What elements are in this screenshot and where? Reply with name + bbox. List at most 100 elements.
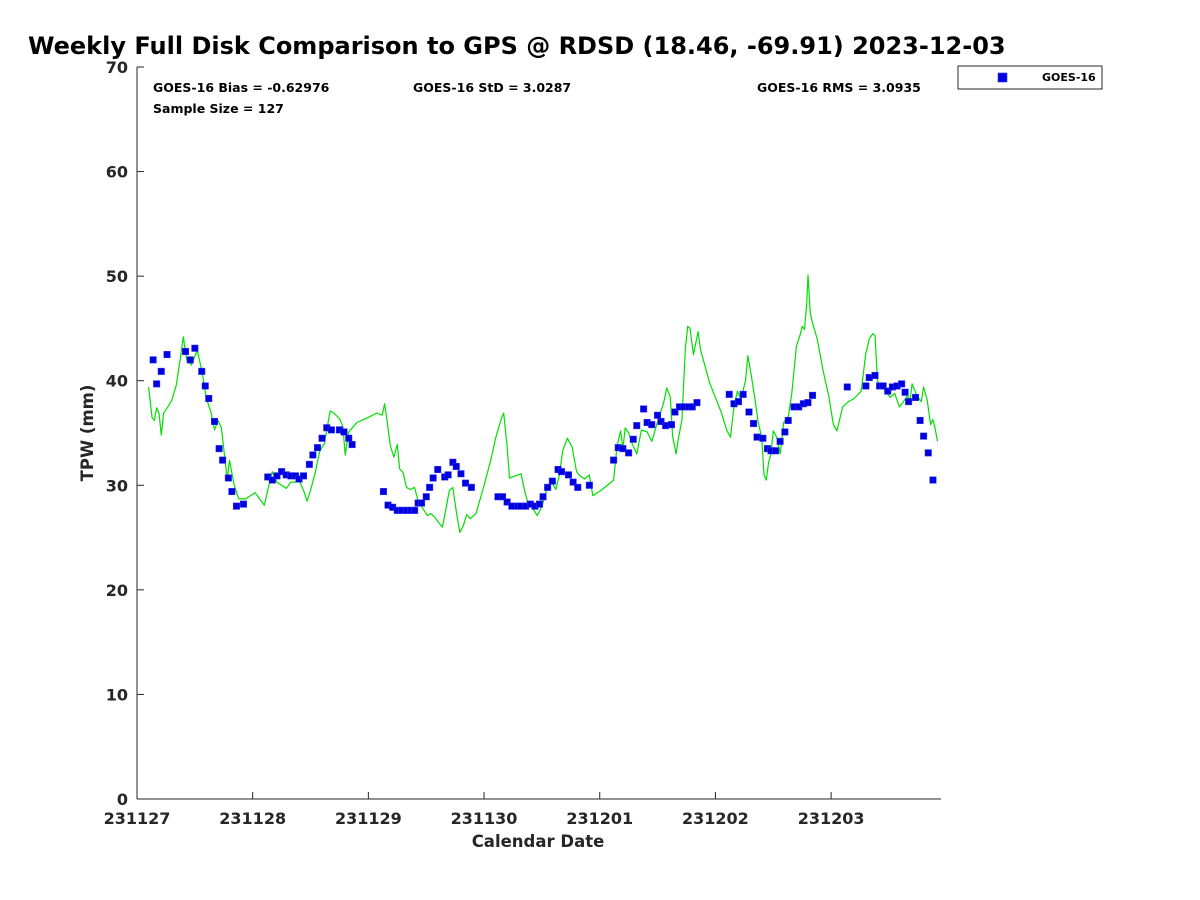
sample-size-stat: Sample Size = 127 [153, 101, 284, 116]
x-tick-label: 231128 [219, 809, 286, 828]
goes16-point [268, 476, 276, 484]
goes16-point [924, 449, 932, 457]
goes16-point [232, 502, 240, 510]
goes16-point [429, 474, 437, 482]
goes16-point [809, 391, 817, 399]
y-tick-label: 50 [106, 267, 128, 286]
goes16-point [182, 347, 190, 355]
goes16-point [149, 356, 157, 364]
y-tick-label: 40 [106, 372, 128, 391]
goes16-point [569, 478, 577, 486]
goes16-point [379, 488, 387, 496]
goes16-point [191, 344, 199, 352]
legend-label-goes16: GOES-16 [1042, 71, 1096, 84]
goes16-point [228, 488, 236, 496]
goes16-point [198, 367, 206, 375]
goes16-point [318, 434, 326, 442]
goes16-point [585, 481, 593, 489]
goes16-point [619, 445, 627, 453]
goes16-point [426, 483, 434, 491]
goes16-point [739, 390, 747, 398]
rms-stat: GOES-16 RMS = 3.0935 [757, 80, 921, 95]
goes16-point [693, 399, 701, 407]
goes16-point [784, 416, 792, 424]
goes16-point [215, 445, 223, 453]
goes16-point [444, 471, 452, 479]
goes16-point [539, 493, 547, 501]
goes16-point [434, 466, 442, 474]
goes16-point [610, 456, 618, 464]
goes16-point [912, 393, 920, 401]
goes16-point [205, 394, 213, 402]
x-tick-label: 231203 [798, 809, 865, 828]
goes16-point [348, 441, 356, 449]
goes16-point [776, 437, 784, 445]
goes16-point [688, 403, 696, 411]
goes16-point [629, 435, 637, 443]
goes16-point [654, 411, 662, 419]
legend-marker-goes16 [997, 72, 1008, 83]
goes16-point [418, 499, 426, 507]
goes16-point [843, 383, 851, 391]
gps-line-layer [148, 274, 939, 533]
goes16-point [662, 422, 670, 430]
goes16-point [725, 390, 733, 398]
goes16-point [548, 477, 556, 485]
y-tick-label: 20 [106, 581, 128, 600]
goes16-point [558, 468, 566, 476]
y-tick-label: 70 [106, 58, 128, 77]
goes16-point [273, 472, 281, 480]
goes16-point [648, 421, 656, 429]
goes16-point [625, 449, 633, 457]
goes16-point [300, 472, 308, 480]
x-tick-label: 231201 [566, 809, 633, 828]
goes-points-layer [149, 344, 937, 514]
goes16-point [759, 434, 767, 442]
goes16-point [452, 462, 460, 470]
x-ticks: 231127 231128 231129 231130 231201 231202 2312… [104, 792, 865, 828]
y-ticks: 0 10 20 30 40 50 60 70 [106, 58, 144, 809]
goes16-point [153, 380, 161, 388]
goes16-point [633, 422, 641, 430]
goes16-point [657, 417, 665, 425]
goes16-point [667, 421, 675, 429]
goes16-point [462, 479, 470, 487]
goes16-point [239, 500, 247, 508]
x-tick-label: 231130 [451, 809, 518, 828]
goes16-point [163, 351, 171, 359]
goes16-point [574, 483, 582, 491]
goes16-point [544, 483, 552, 491]
goes16-point [457, 470, 465, 478]
goes16-point [313, 444, 321, 452]
gps-series-line [148, 274, 939, 533]
goes16-point [499, 493, 507, 501]
std-stat: GOES-16 StD = 3.0287 [413, 80, 571, 95]
goes16-point [916, 416, 924, 424]
goes16-point [219, 456, 227, 464]
goes16-point [745, 408, 753, 416]
goes16-point [640, 405, 648, 413]
goes16-point [422, 493, 430, 501]
goes16-point [411, 506, 419, 514]
goes16-point [224, 474, 232, 482]
goes16-point [309, 451, 317, 459]
goes16-point [211, 417, 219, 425]
x-tick-label: 231129 [335, 809, 402, 828]
goes16-point [345, 434, 353, 442]
goes16-point [905, 398, 913, 406]
goes16-point [327, 426, 335, 434]
plot-area [136, 67, 941, 800]
goes16-point [884, 387, 892, 395]
goes16-point [879, 382, 887, 390]
x-tick-label: 231127 [104, 809, 171, 828]
goes16-point [753, 433, 761, 441]
y-tick-label: 30 [106, 476, 128, 495]
x-tick-label: 231202 [682, 809, 749, 828]
goes16-point [901, 388, 909, 396]
goes16-point [871, 371, 879, 379]
legend-box [957, 65, 1103, 90]
chart-title: Weekly Full Disk Comparison to GPS @ RDS… [28, 32, 1006, 60]
goes16-point [735, 398, 743, 406]
y-axis-label: TPW (mm) [78, 385, 97, 482]
